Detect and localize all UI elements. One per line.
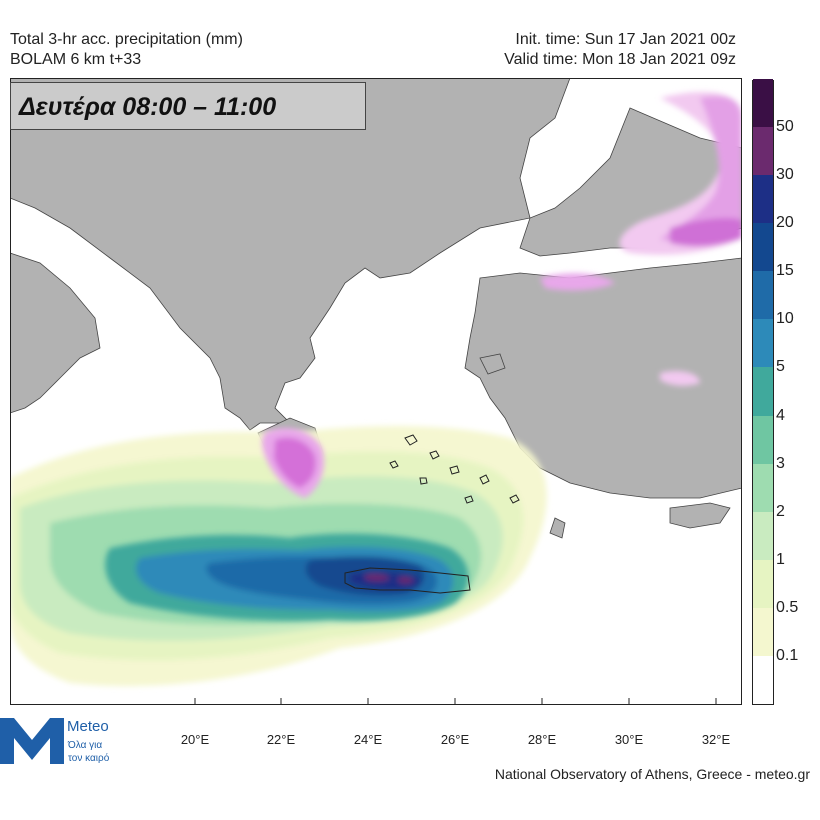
colorbar-label: 10 <box>776 310 794 328</box>
lon-label: 32°E <box>701 732 731 747</box>
colorbar-label: 0.1 <box>776 646 799 664</box>
lon-label: 24°E <box>353 732 383 747</box>
meteo-logo: Meteo Όλα για τον καιρό <box>0 712 140 772</box>
lon-label: 22°E <box>266 732 296 747</box>
valid-time: Valid time: Mon 18 Jan 2021 09z <box>504 51 736 68</box>
forecast-period-label: Δευτέρα 08:00 – 11:00 <box>10 82 366 130</box>
colorbar-label: 3 <box>776 454 785 472</box>
colorbar-label: 5 <box>776 358 785 376</box>
init-time: Init. time: Sun 17 Jan 2021 00z <box>515 31 736 48</box>
precipitation-map <box>10 78 742 705</box>
meteo-logo-mark-icon <box>0 718 64 764</box>
colorbar-segment <box>753 222 773 272</box>
precip-pink-cells <box>262 92 742 498</box>
lon-label: 28°E <box>527 732 557 747</box>
colorbar-segment <box>753 415 773 464</box>
colorbar-segment <box>753 270 773 320</box>
colorbar-segment <box>753 607 773 656</box>
italy-land <box>10 252 101 414</box>
colorbar-segment <box>753 366 773 416</box>
cyprus-land <box>669 502 731 529</box>
rhodes-island <box>549 517 566 539</box>
colorbar-segment <box>753 463 773 512</box>
color-scale-bar <box>752 78 774 705</box>
title-line-2: BOLAM 6 km t+33 <box>10 51 142 68</box>
footer-credit: National Observatory of Athens, Greece -… <box>494 766 810 782</box>
lon-label: 30°E <box>614 732 644 747</box>
colorbar-label: 2 <box>776 502 785 520</box>
colorbar-segment <box>753 511 773 560</box>
colorbar-segment <box>753 655 773 704</box>
chart-title: Total 3-hr acc. precipitation (mm) BOLAM… <box>10 30 243 70</box>
lon-label: 26°E <box>440 732 470 747</box>
colorbar-label: 0.5 <box>776 598 799 616</box>
colorbar-label: 1 <box>776 550 785 568</box>
colorbar-segment <box>753 78 773 128</box>
colorbar-label: 20 <box>776 214 794 232</box>
colorbar-segment <box>753 559 773 608</box>
brand-name: Meteo <box>67 718 109 735</box>
colorbar-segment <box>753 174 773 224</box>
island-outlines <box>344 434 520 594</box>
colorbar-label: 15 <box>776 262 794 280</box>
lon-label: 20°E <box>180 732 210 747</box>
title-line-1: Total 3-hr acc. precipitation (mm) <box>10 31 243 48</box>
colorbar-label: 50 <box>776 118 794 136</box>
colorbar-label: 4 <box>776 406 785 424</box>
colorbar-segment <box>753 318 773 368</box>
lon-ticks <box>194 698 717 705</box>
anatolia-land <box>464 257 742 499</box>
brand-tagline-2: τον καιρό <box>68 753 110 764</box>
lesvos-island <box>479 353 506 375</box>
balkans-land <box>10 78 571 431</box>
time-info: Init. time: Sun 17 Jan 2021 00z Valid ti… <box>504 30 736 70</box>
brand-tagline-1: Όλα για <box>68 740 103 751</box>
colorbar-label: 30 <box>776 166 794 184</box>
precip-heavy-core <box>105 533 469 621</box>
colorbar-segment <box>753 126 773 176</box>
